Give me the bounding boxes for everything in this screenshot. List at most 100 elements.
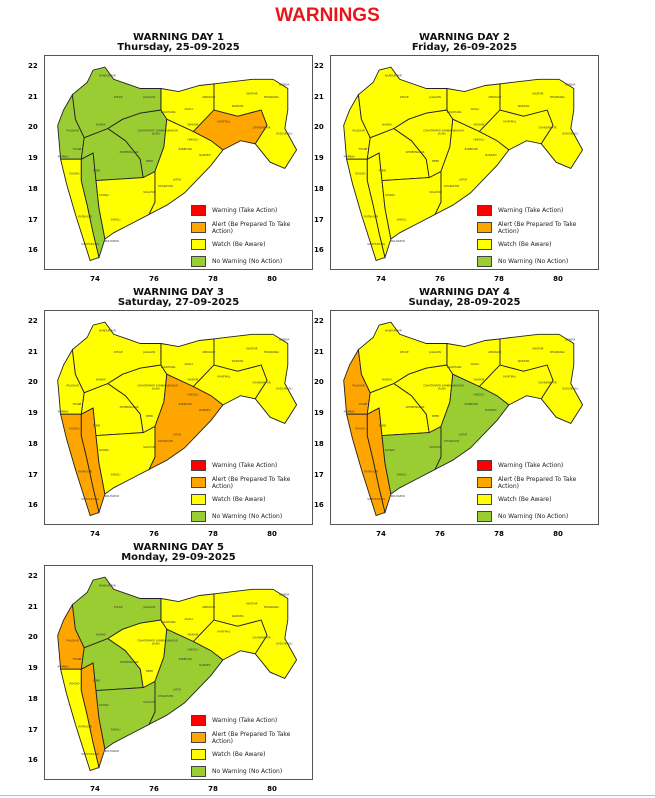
panel-title: WARNING DAY 3 Saturday, 27-09-2025 [44,288,313,308]
district-label: HINGOLI [187,393,198,397]
y-tick-label: 20 [314,378,324,387]
legend-item: Warning (Take Action) [191,457,312,474]
district-label: LATUR [173,178,182,182]
district-label: BULDHANA [447,365,462,369]
region-nmah [71,321,162,394]
district-label: NAGPUR [532,92,543,96]
day-title: WARNING DAY 4 [419,287,510,298]
legend-swatch [477,256,492,267]
legend-label: Watch (Be Aware) [498,241,552,248]
x-tick-label: 76 [149,275,159,283]
region-vid_east [499,333,584,424]
district-label: AHMEDNAGAR [406,150,425,154]
district-label: BEED [432,414,439,418]
district-label: SATARA [385,193,395,197]
district-label: GADCHIROLI [276,132,293,136]
district-label: WARDHA [232,614,244,618]
district-label: JALGAON [142,95,155,99]
page-title: WARNINGS [275,5,380,26]
legend-label: Watch (Be Aware) [498,496,552,503]
legend-label: Warning (Take Action) [212,462,278,469]
legend-swatch [191,460,206,471]
legend-swatch [477,222,492,233]
legend-label: Alert (Be Prepared To Take Action) [211,730,291,745]
district-label: WARDHA [518,359,530,363]
district-label: THANE [358,402,367,406]
district-label: LATUR [173,688,182,692]
district-label: AMRAVATI [488,350,501,354]
district-label: JALGAON [142,605,155,609]
district-label: YAVATMAL [217,629,231,633]
legend: Warning (Take Action) Alert (Be Prepared … [477,202,598,270]
district-label: CHANDRAPUR [252,380,270,384]
district-label: PALGHAR [353,384,365,388]
district-label: WARDHA [232,359,244,363]
district-label: DHULE [114,95,123,99]
district-label: WASHIM [187,377,198,381]
region-vid_east [213,78,298,169]
region-south_mm [95,425,156,495]
region-nmah [71,66,162,139]
district-label: BEED [432,159,439,163]
district-label: AHMEDNAGAR [120,405,139,409]
district-label: DHARASHIV [158,439,174,443]
district-label: DHARASHIV [444,184,460,188]
y-tick-label: 16 [28,501,38,510]
legend-label: Watch (Be Aware) [212,496,266,503]
district-label: CHHATRAPATI SAMBHAJINAGAR [137,639,178,643]
district-label: BULDHANA [161,110,176,114]
district-label: RATNAGIRI [364,469,378,473]
legend-swatch [477,477,492,488]
y-tick-label: 19 [314,409,324,418]
y-tick-label: 20 [28,123,38,132]
legend-item: Warning (Take Action) [191,202,312,219]
panel-title: WARNING DAY 2 Friday, 26-09-2025 [330,33,599,53]
district-label: NASHIK [382,122,392,126]
district-label: NANDED [485,153,496,157]
region-south_mm [381,425,442,495]
maharashtra-map: NANDURBAR DHULE JALGAON NASHIK PALGHAR THANEM… [343,321,584,517]
y-tick-label: 17 [314,470,324,479]
district-label: AMRAVATI [202,95,215,99]
district-label: DHULE [400,95,409,99]
district-label: NANDED [199,663,210,667]
legend-swatch [477,239,492,250]
legend: Warning (Take Action) Alert (Be Prepared … [477,457,598,525]
y-tick-label: 17 [28,215,38,224]
district-label: GONDIA [279,592,290,596]
y-tick-label: 19 [28,409,38,418]
y-tick-label: 19 [28,664,38,673]
legend-item: Watch (Be Aware) [191,746,312,763]
legend-label: Alert (Be Prepared To Take Action) [211,475,291,490]
district-label: NAGPUR [246,602,257,606]
maharashtra-map: NANDURBAR DHULE JALGAON NASHIK PALGHAR THANEM… [57,66,298,262]
region-nmah [71,576,162,649]
district-label: RAIGAD [355,427,365,431]
district-label: JALGAON [428,95,441,99]
district-label: SATARA [99,193,109,197]
district-label: GADCHIROLI [276,642,293,646]
district-label: PUNE [379,423,386,427]
x-tick-label: 78 [208,530,218,538]
district-label: AKOLA [185,362,194,366]
legend-item: Alert (Be Prepared To Take Action) [191,219,312,236]
y-tick-label: 17 [28,725,38,734]
district-label: GONDIA [565,82,576,86]
y-tick-label: 18 [28,439,38,448]
y-tick-label: 18 [28,694,38,703]
y-tick-label: 17 [314,215,324,224]
district-label: AKOLA [185,617,194,621]
x-tick-label: 80 [553,530,563,538]
district-label: LATUR [459,433,468,437]
y-tick-label: 22 [314,62,324,71]
legend-label: No Warning (No Action) [212,258,283,265]
district-label: PUNE [379,168,386,172]
district-label: HINGOLI [473,393,484,397]
district-label: SANGLI [397,473,407,477]
legend-swatch [191,715,206,726]
legend-label: Alert (Be Prepared To Take Action) [211,220,291,235]
district-label: SINDHUDURG [81,242,99,246]
legend-label: No Warning (No Action) [498,513,569,520]
y-tick-label: 21 [314,92,324,101]
district-label: BEED [146,414,153,418]
